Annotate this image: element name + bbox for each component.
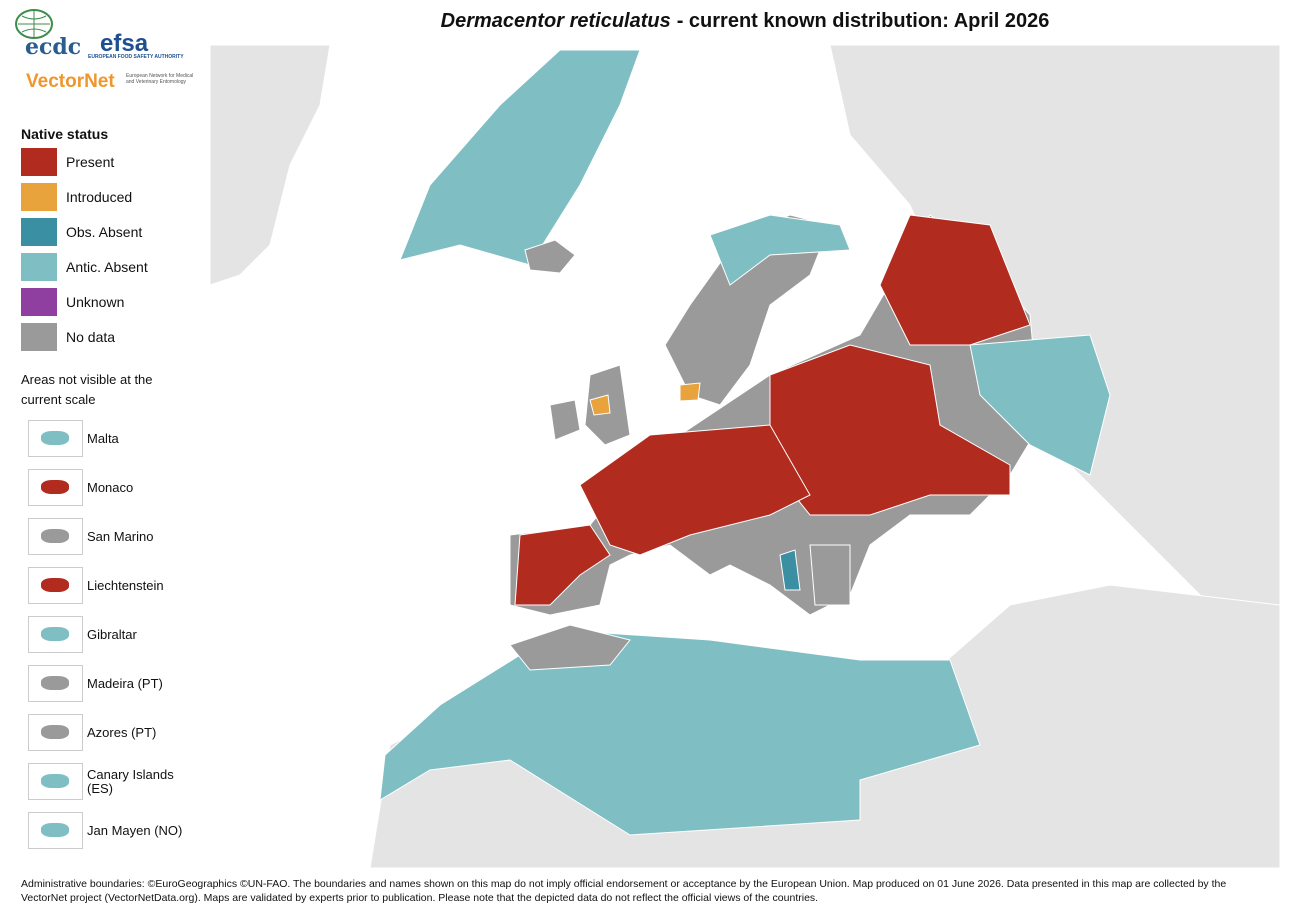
title-species: Dermacentor reticulatus <box>440 10 671 32</box>
inset-shape <box>41 578 69 592</box>
introduced-uk <box>589 394 611 416</box>
inset-box <box>28 518 83 555</box>
inset-label: Malta <box>87 431 119 446</box>
legend-swatch <box>21 183 57 211</box>
inset-shape <box>41 529 69 543</box>
legend-label: Antic. Absent <box>66 259 148 275</box>
inset-label: Canary Islands (ES) <box>87 767 174 796</box>
inset-shape <box>41 774 69 788</box>
present-iberia <box>514 524 611 606</box>
inset-shape <box>41 823 69 837</box>
inset-box <box>28 567 83 604</box>
north-africa <box>379 629 981 836</box>
legend-label: No data <box>66 329 116 345</box>
legend-swatch <box>21 288 57 316</box>
footer-note: Administrative boundaries: ©EuroGeograph… <box>21 878 1227 904</box>
land-north-america <box>210 45 331 286</box>
ireland <box>549 399 581 441</box>
vectornet-logo: VectorNet <box>26 71 115 92</box>
legend-label: Introduced <box>66 189 133 205</box>
inset-box <box>28 616 83 653</box>
title-rest: - current known distribution: April 2026 <box>676 10 1050 32</box>
inset-shape <box>41 676 69 690</box>
iceland <box>524 239 576 274</box>
map <box>210 45 1280 868</box>
inset-label: Liechtenstein <box>87 578 164 593</box>
obs-absent-albania <box>779 549 801 591</box>
present-central-europe <box>579 424 811 556</box>
inset-box <box>28 714 83 751</box>
inset-label: Jan Mayen (NO) <box>87 823 183 838</box>
inset-label: Azores (PT) <box>87 725 157 740</box>
map-title: Dermacentor reticulatus - current known d… <box>300 10 1190 33</box>
inset-label: Gibraltar <box>87 627 137 642</box>
legend-swatch <box>21 148 57 176</box>
inset-shape <box>41 480 69 494</box>
vectornet-sub: European Network for Medical and Veterin… <box>126 73 194 85</box>
legend-title: Native status <box>21 126 109 142</box>
greenland <box>399 49 641 266</box>
inset-box <box>28 763 83 800</box>
inset-title: Areas not visible at the current scale <box>21 372 153 407</box>
inset-label: San Marino <box>87 529 154 544</box>
inset-box <box>28 420 83 457</box>
inset-label: Madeira (PT) <box>87 676 163 691</box>
legend-label: Obs. Absent <box>66 224 143 240</box>
caucasus-absent <box>969 334 1111 476</box>
inset-label: Monaco <box>87 480 134 495</box>
ecdc-globe <box>15 9 53 39</box>
legend-label: Present <box>66 154 115 170</box>
legend-swatch <box>21 218 57 246</box>
introduced-denmark <box>679 382 701 402</box>
inset-shape <box>41 725 69 739</box>
greece-turkey <box>809 544 851 606</box>
inset-shape <box>41 431 69 445</box>
efsa-sub: EUROPEAN FOOD SAFETY AUTHORITY <box>88 54 184 60</box>
inset-box <box>28 812 83 849</box>
inset-shape <box>41 627 69 641</box>
legend-swatch <box>21 323 57 351</box>
legend-swatch <box>21 253 57 281</box>
inset-box <box>28 469 83 506</box>
northern-finland <box>709 214 851 286</box>
legend-label: Unknown <box>66 294 125 310</box>
efsa-logo: efsa <box>100 30 149 57</box>
north-africa-nodata <box>509 624 631 671</box>
inset-box <box>28 665 83 702</box>
